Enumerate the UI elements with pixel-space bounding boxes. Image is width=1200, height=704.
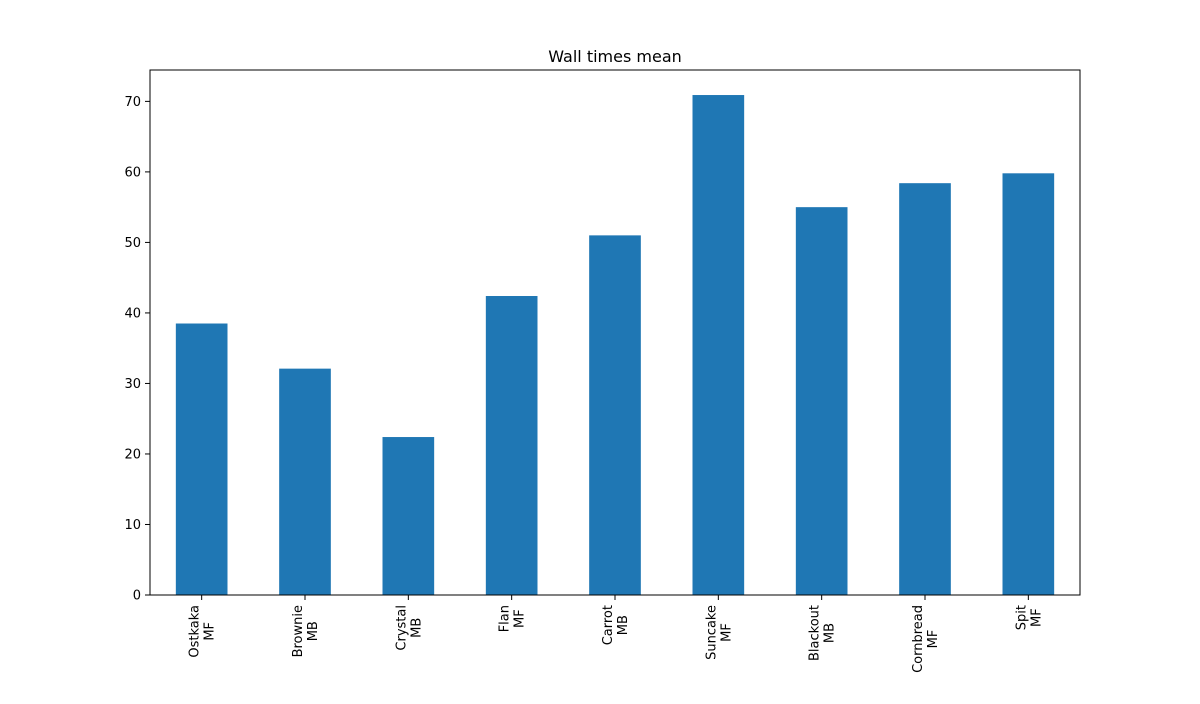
y-tick-label: 70 — [124, 95, 141, 110]
bar-brownie — [279, 368, 331, 595]
x-tick-label-code: MF — [203, 622, 218, 641]
x-tick-label-code: MB — [306, 621, 321, 641]
x-tick-label-code: MB — [616, 615, 631, 635]
y-tick-label: 20 — [124, 447, 141, 462]
x-tick-label-name: Crystal — [394, 605, 409, 651]
y-tick-label: 40 — [124, 306, 141, 321]
x-tick-label-name: Ostkaka — [188, 605, 203, 658]
bar-suncake — [692, 95, 745, 596]
x-tick-label: BlackoutMB — [808, 605, 838, 661]
x-tick-label-name: Cornbread — [911, 605, 926, 673]
bar-carrot — [589, 235, 641, 595]
bar-ostkaka — [175, 323, 228, 595]
x-tick-label-code: MF — [513, 609, 528, 628]
x-tick-label: FlanMF — [498, 605, 528, 632]
bar-flan — [485, 296, 538, 595]
x-tick-label-name: Brownie — [291, 605, 306, 657]
y-axis: 0 10 20 30 40 50 60 70 — [124, 95, 150, 604]
x-tick-label-name: Spit — [1014, 605, 1029, 630]
chart-title: Wall times mean — [548, 47, 682, 66]
x-tick-label-name: Flan — [498, 605, 513, 632]
x-tick-label: CornbreadMF — [911, 605, 941, 673]
x-tick-label: SpitMF — [1014, 605, 1044, 630]
x-axis: OstkakaMF BrownieMB CrystalMB FlanMF CarrotM… — [188, 595, 1044, 673]
x-tick-label-name: Carrot — [601, 605, 616, 645]
plot-frame — [149, 69, 1081, 596]
bar-cornbread — [899, 183, 951, 595]
x-tick-label-code: MF — [1029, 608, 1044, 627]
bars-layer — [175, 95, 1055, 596]
x-tick-label-code: MF — [719, 623, 734, 642]
x-tick-label-name: Blackout — [808, 605, 823, 661]
x-tick-label: OstkakaMF — [188, 605, 218, 658]
bar-crystal — [382, 437, 435, 595]
y-tick-label: 0 — [133, 589, 141, 604]
y-tick-label: 10 — [124, 518, 141, 533]
x-tick-label: CarrotMB — [601, 605, 631, 645]
y-tick-label: 50 — [124, 236, 141, 251]
x-tick-label-code: MF — [926, 630, 941, 649]
x-tick-label: BrownieMB — [291, 605, 321, 657]
x-tick-label: CrystalMB — [394, 605, 424, 651]
x-tick-label-code: MB — [823, 623, 838, 643]
x-tick-label-name: Suncake — [704, 605, 719, 660]
y-tick-label: 60 — [124, 165, 141, 180]
x-tick-label-code: MB — [409, 618, 424, 638]
y-tick-label: 30 — [124, 377, 141, 392]
bar-spit — [1002, 173, 1055, 595]
bar-blackout — [795, 207, 848, 595]
x-tick-label: SuncakeMF — [704, 605, 734, 660]
